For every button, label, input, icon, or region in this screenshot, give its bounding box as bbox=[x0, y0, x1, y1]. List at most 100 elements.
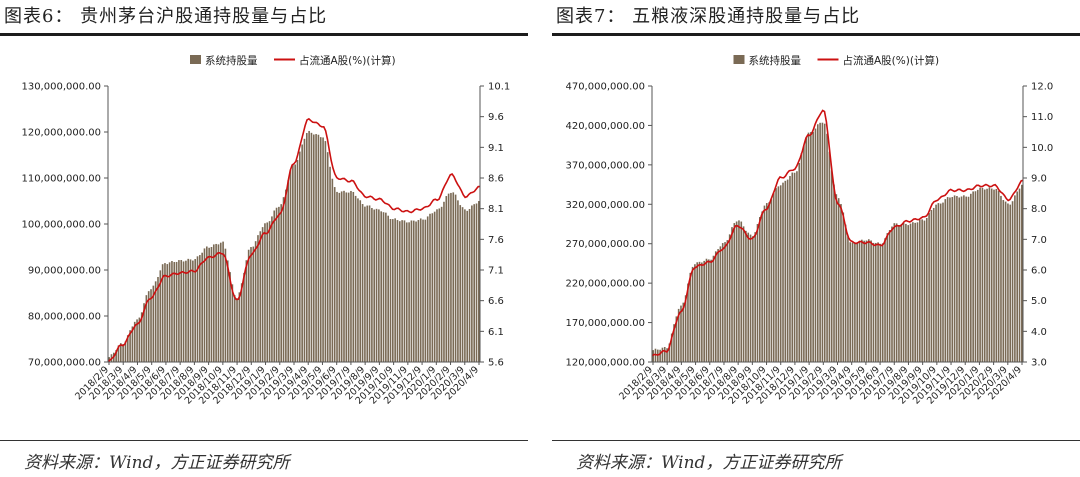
bar bbox=[452, 192, 455, 362]
bar bbox=[673, 324, 675, 362]
bar bbox=[366, 205, 369, 362]
bar bbox=[445, 196, 448, 362]
y-right-tick-label: 6.0 bbox=[1031, 266, 1047, 277]
bar bbox=[870, 240, 872, 362]
bar bbox=[450, 192, 452, 362]
chart-moutai: 系统持股量 占流通A股(%)(计算) 70,000,000.00 80,000,000… bbox=[21, 54, 510, 407]
bar bbox=[261, 227, 264, 362]
bar bbox=[317, 134, 320, 362]
bar bbox=[473, 204, 476, 362]
title-rule bbox=[0, 33, 528, 36]
bar bbox=[238, 292, 241, 362]
y-right-tick-label: 7.0 bbox=[1031, 235, 1047, 246]
bar bbox=[345, 192, 348, 362]
bar bbox=[364, 206, 366, 362]
bar bbox=[874, 242, 877, 362]
bar bbox=[243, 272, 245, 362]
bar bbox=[754, 232, 756, 362]
bar bbox=[798, 162, 801, 362]
y-left-tick-label: 120,000,000.00 bbox=[21, 128, 101, 139]
bar bbox=[728, 234, 731, 362]
bar bbox=[877, 242, 879, 362]
bar bbox=[714, 251, 717, 362]
bar bbox=[696, 262, 699, 362]
bar bbox=[340, 191, 343, 362]
bar bbox=[842, 212, 845, 362]
bar bbox=[726, 240, 729, 362]
y-right-tick-label: 9.1 bbox=[488, 143, 504, 154]
y-left-tick-label: 470,000,000.00 bbox=[565, 82, 645, 93]
source-rule bbox=[0, 440, 528, 441]
bar bbox=[368, 205, 371, 362]
bar bbox=[466, 210, 469, 362]
bar bbox=[231, 284, 234, 362]
bar bbox=[970, 193, 972, 362]
bar bbox=[800, 153, 803, 362]
bar bbox=[322, 137, 324, 362]
bar bbox=[140, 312, 143, 362]
bar bbox=[884, 238, 886, 362]
bar bbox=[986, 188, 988, 362]
bar bbox=[960, 196, 963, 362]
y-left-tick-label: 110,000,000.00 bbox=[21, 174, 101, 185]
bar bbox=[280, 204, 283, 362]
bar bbox=[807, 132, 810, 362]
bar bbox=[925, 217, 928, 362]
bar bbox=[745, 230, 747, 362]
bar bbox=[724, 242, 726, 362]
bar bbox=[1011, 201, 1014, 362]
bar bbox=[840, 204, 842, 362]
bar bbox=[907, 225, 910, 362]
legend-bar-label: 系统持股量 bbox=[205, 54, 258, 67]
bar bbox=[731, 227, 733, 362]
bar bbox=[222, 241, 224, 362]
bar bbox=[426, 216, 429, 362]
bar bbox=[775, 188, 777, 362]
y-right-tick-label: 7.6 bbox=[488, 235, 504, 246]
bar bbox=[768, 202, 770, 362]
bar bbox=[217, 244, 220, 362]
y-right-tick-label: 5.0 bbox=[1031, 296, 1047, 307]
bar bbox=[187, 258, 190, 362]
bar bbox=[923, 220, 926, 362]
bar bbox=[117, 345, 120, 362]
bar bbox=[338, 192, 341, 362]
title-rule bbox=[552, 33, 1080, 36]
bar bbox=[133, 321, 136, 362]
bar bbox=[861, 239, 863, 362]
bar bbox=[389, 219, 392, 362]
bar bbox=[972, 191, 974, 362]
bar bbox=[740, 221, 743, 362]
bar bbox=[354, 195, 357, 362]
bar bbox=[826, 133, 828, 362]
bar bbox=[921, 219, 923, 362]
bar bbox=[310, 132, 313, 362]
bar bbox=[401, 220, 403, 362]
bar bbox=[796, 171, 798, 362]
bar bbox=[119, 343, 122, 362]
bar bbox=[898, 225, 900, 362]
bar bbox=[988, 187, 991, 362]
bar bbox=[438, 208, 441, 362]
bar-series bbox=[652, 122, 1023, 362]
bar bbox=[264, 223, 266, 362]
bar bbox=[408, 222, 410, 362]
bar bbox=[175, 261, 178, 362]
bar bbox=[881, 243, 884, 362]
bar bbox=[666, 348, 668, 362]
y-right-tick-label: 10.0 bbox=[1031, 143, 1053, 154]
bar-series bbox=[108, 130, 480, 362]
bar bbox=[457, 200, 459, 362]
bar bbox=[266, 222, 269, 362]
bar bbox=[993, 189, 995, 362]
bar bbox=[387, 215, 389, 362]
bar bbox=[951, 197, 954, 362]
bar bbox=[867, 239, 870, 362]
bar bbox=[308, 130, 310, 362]
bar bbox=[698, 261, 701, 362]
bar bbox=[440, 206, 443, 362]
bar bbox=[226, 260, 229, 362]
bar bbox=[201, 252, 203, 362]
bar bbox=[717, 249, 719, 362]
legend-line-label: 占流通A股(%)(计算) bbox=[299, 54, 396, 67]
